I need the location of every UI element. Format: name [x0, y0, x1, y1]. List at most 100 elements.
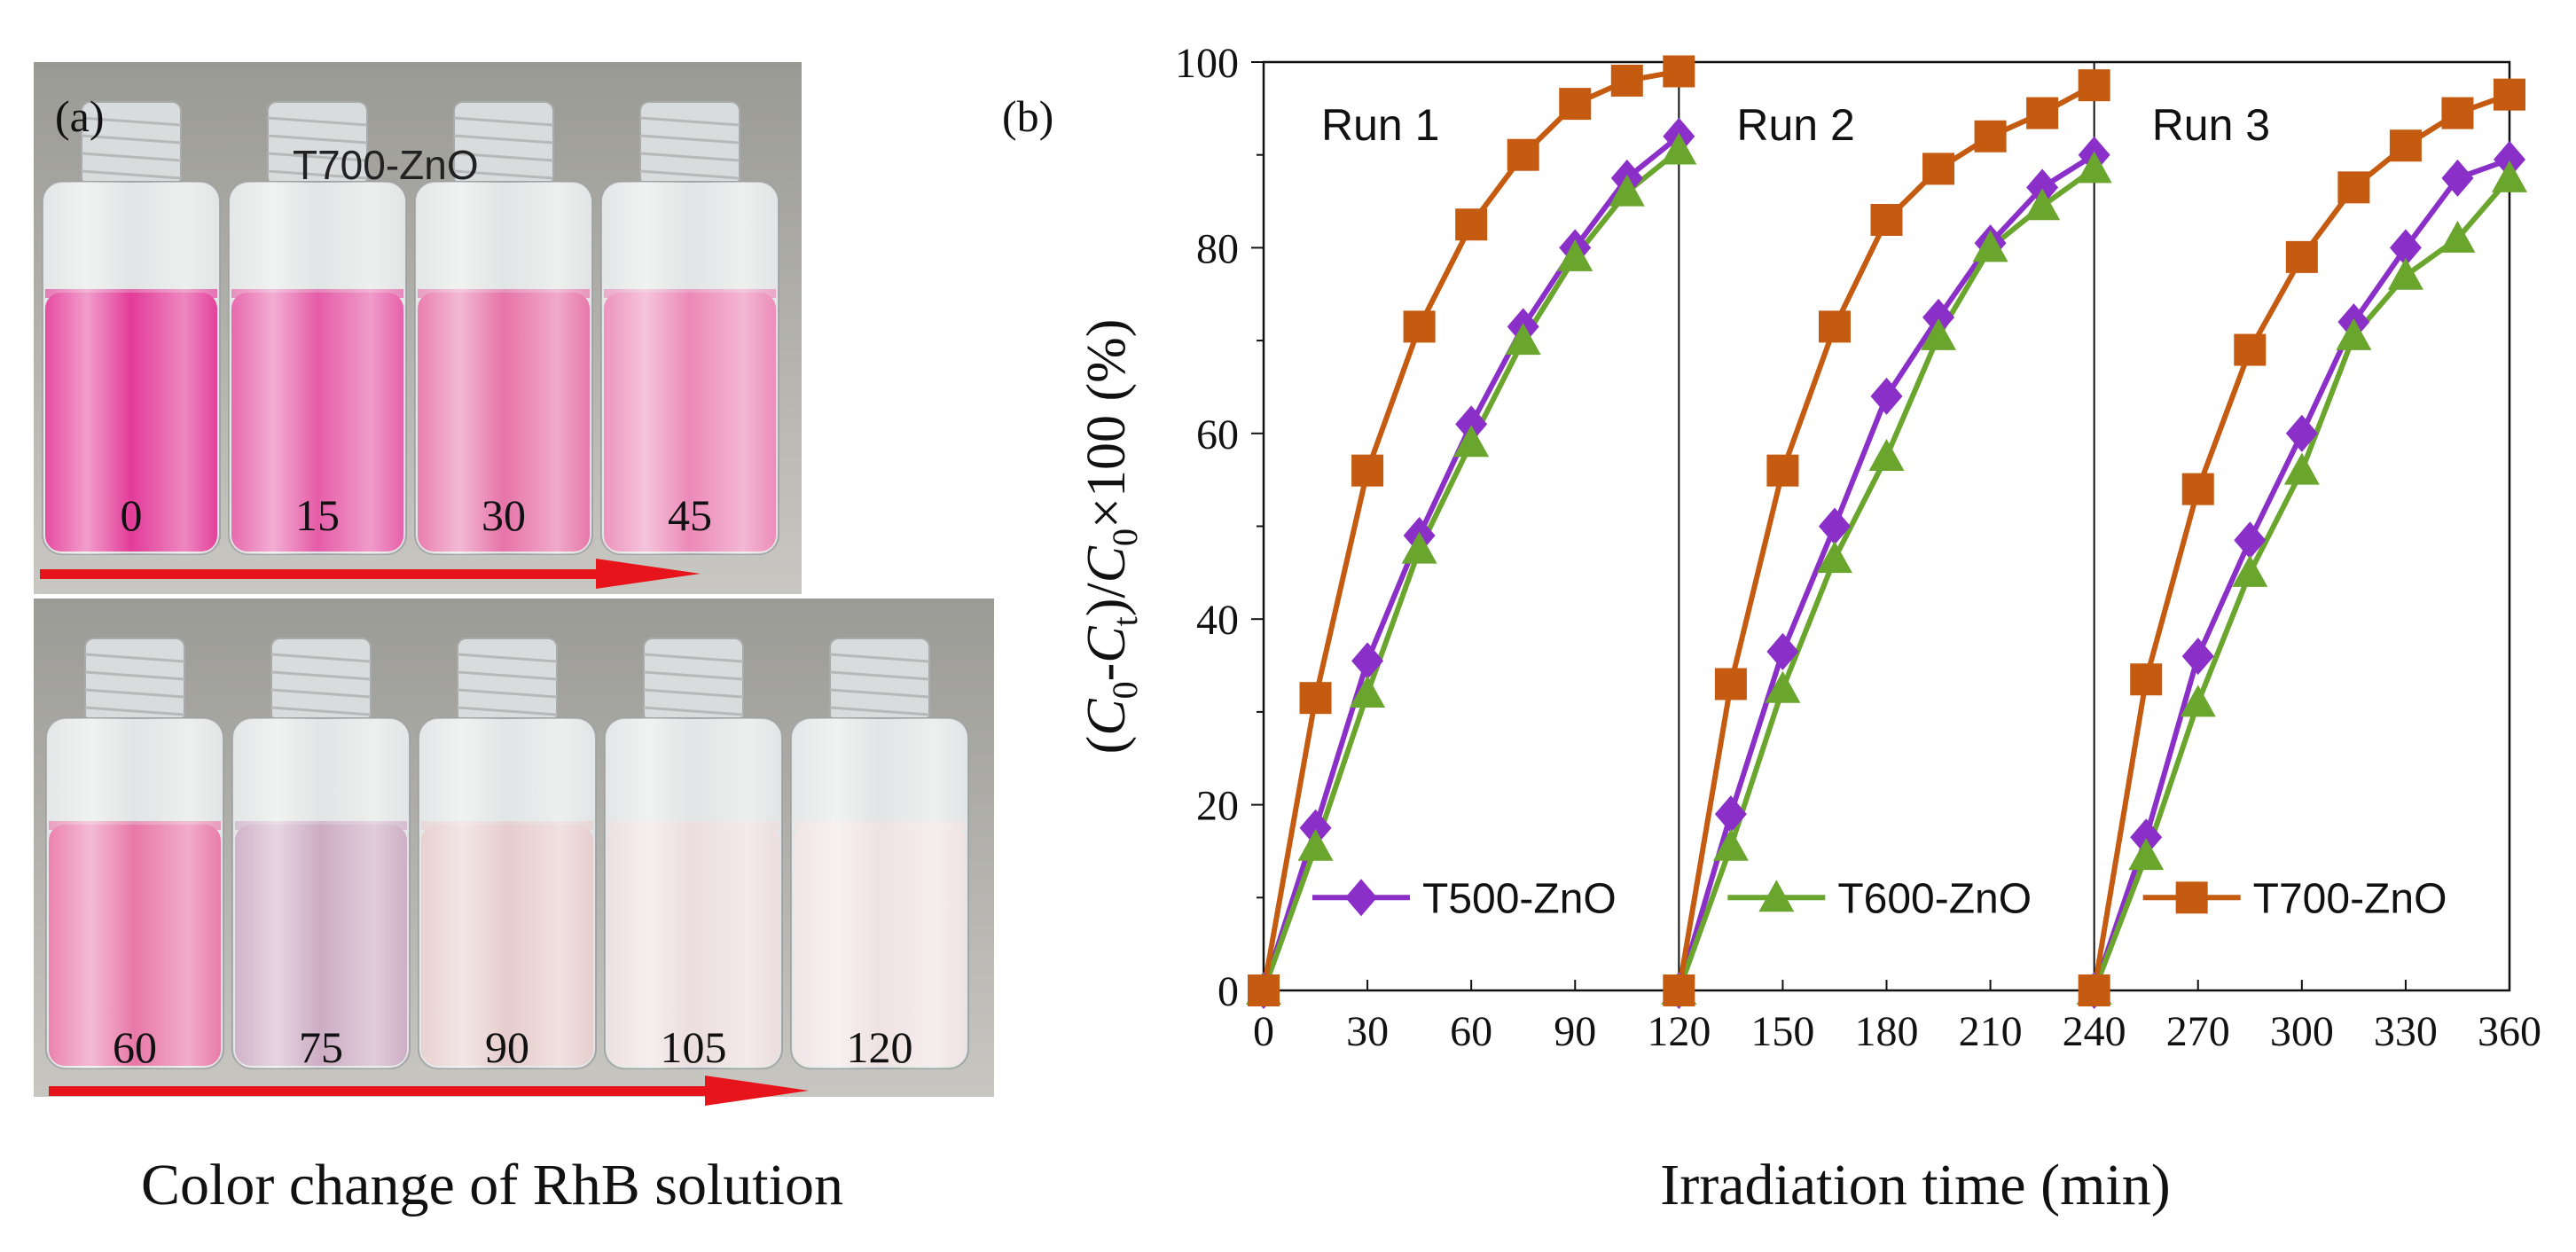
data-point: [2180, 685, 2216, 717]
data-point: [1610, 64, 1643, 97]
data-point: [1766, 454, 1799, 487]
vial-time-label: 30: [482, 490, 526, 540]
data-point: [1609, 174, 1645, 207]
y-tick-label: 40: [1196, 597, 1239, 644]
data-point: [2078, 974, 2110, 1006]
data-point: [1299, 682, 1332, 715]
panel-a-photo: 0 15 30 45 60 75 90 105 120 (a) T700-ZnO Color …: [34, 62, 994, 1217]
data-point: [1922, 298, 1955, 336]
data-point: [2441, 97, 2474, 129]
data-point: [2285, 414, 2318, 452]
data-point: [1818, 310, 1851, 343]
vial-time-label: 45: [668, 490, 712, 540]
data-point: [2175, 881, 2208, 914]
x-tick-label: 90: [1554, 1008, 1596, 1055]
data-point: [2336, 317, 2372, 350]
panel-b-chart: (b) 0 30 60 90 120 150 180 210 240 270 300 330 360 0 2…: [1002, 40, 2541, 1217]
arrow-top: [40, 559, 701, 589]
data-point: [2076, 151, 2112, 184]
x-tick-label: 360: [2478, 1008, 2541, 1055]
data-point: [1712, 828, 1749, 861]
data-point: [1714, 668, 1747, 700]
legend-entry: T600-ZnO: [1727, 875, 2032, 922]
series-line: [2091, 91, 2511, 991]
y-tick-label: 60: [1196, 411, 1239, 458]
legend-label: T600-ZnO: [1837, 875, 2032, 922]
data-point: [2130, 663, 2163, 696]
data-point: [2389, 129, 2422, 162]
data-point: [2026, 97, 2059, 129]
y-axis-label: (C0-Ct)/C0×100 (%): [1077, 319, 1145, 755]
vial-time-label: 120: [847, 1022, 913, 1072]
data-point: [2285, 240, 2318, 273]
run-label: Run 1: [1321, 100, 1439, 150]
data-point: [1661, 132, 1697, 165]
legend-entry: T500-ZnO: [1312, 875, 1617, 922]
data-point: [2283, 452, 2320, 485]
arrow-bottom: [49, 1076, 809, 1106]
x-tick-label: 210: [1959, 1008, 2023, 1055]
data-point: [1559, 88, 1592, 121]
data-point: [1351, 454, 1384, 487]
markers-t600-zno: [1246, 132, 2527, 1005]
data-point: [1557, 239, 1593, 271]
data-point: [1351, 642, 1384, 680]
x-tick-label: 180: [1855, 1008, 1919, 1055]
vial: 60: [45, 638, 224, 1072]
data-point: [1401, 531, 1437, 564]
vial: 120: [790, 638, 969, 1072]
vial-time-label: 15: [295, 490, 340, 540]
data-point: [1248, 974, 1280, 1006]
x-tick-label: 240: [2063, 1008, 2126, 1055]
markers-t700-zno: [1248, 55, 2525, 1006]
x-axis-label: Irradiation time (min): [1660, 1153, 2170, 1217]
data-point: [1922, 153, 1955, 185]
plot-frame: [1262, 60, 2511, 992]
y-tick-label: 100: [1175, 40, 1239, 87]
x-tick-label: 150: [1750, 1008, 1814, 1055]
data-point: [1714, 795, 1747, 833]
data-point: [2387, 257, 2423, 290]
run-label: Run 2: [1736, 100, 1854, 150]
vial-time-label: 105: [661, 1022, 727, 1072]
y-tick-label: 0: [1218, 968, 1239, 1015]
data-point: [2494, 140, 2525, 178]
data-point: [2181, 638, 2214, 676]
data-point: [2128, 838, 2165, 871]
data-point: [2181, 473, 2214, 505]
data-point: [1505, 323, 1541, 356]
data-point: [1663, 974, 1695, 1006]
x-tick-label: 300: [2270, 1008, 2334, 1055]
data-point: [1870, 203, 1903, 236]
x-tick-label: 270: [2166, 1008, 2230, 1055]
data-point: [2232, 554, 2268, 587]
y-tick-label: 80: [1196, 225, 1239, 272]
data-point: [2234, 333, 2267, 366]
legend-label: T700-ZnO: [2253, 875, 2447, 922]
sample-label: T700-ZnO: [293, 142, 479, 188]
data-point: [1758, 880, 1795, 912]
data-point: [2389, 229, 2422, 267]
vial: 30: [414, 101, 593, 555]
data-point: [1766, 632, 1799, 670]
x-tick-label: 30: [1346, 1008, 1389, 1055]
photo-caption: Color change of RhB solution: [141, 1153, 843, 1217]
data-point: [1297, 828, 1334, 861]
data-point: [2492, 160, 2527, 192]
data-point: [2026, 168, 2059, 207]
vial-time-label: 90: [485, 1022, 529, 1072]
x-tick-label: 60: [1450, 1008, 1492, 1055]
data-point: [1765, 670, 1801, 703]
data-point: [1663, 55, 1695, 88]
vial-time-label: 0: [121, 490, 143, 540]
data-point: [2441, 159, 2474, 197]
data-point: [2439, 220, 2476, 253]
data-point: [1921, 317, 1957, 350]
vial: 45: [600, 101, 779, 555]
data-point: [1972, 230, 2008, 262]
vial: 15: [228, 101, 407, 555]
legend-label: T500-ZnO: [1422, 875, 1617, 922]
x-tick-label: 330: [2374, 1008, 2438, 1055]
series-line: [1676, 153, 2096, 991]
